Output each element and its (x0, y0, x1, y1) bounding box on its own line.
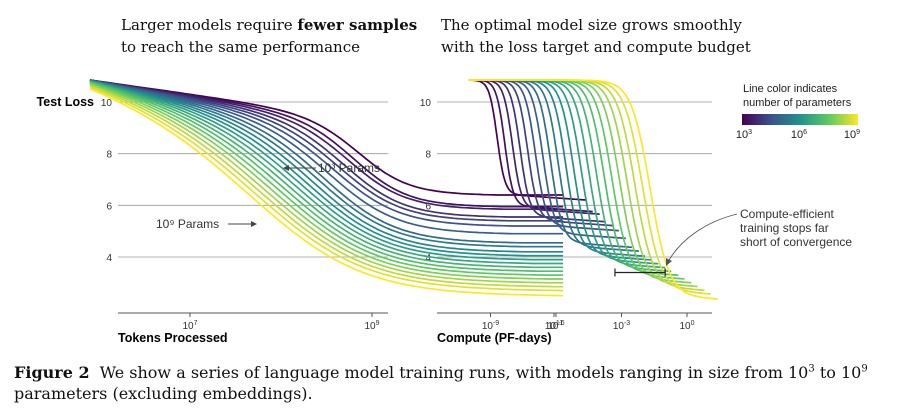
right-series-line (468, 79, 718, 300)
right-title-line2: with the loss target and compute budget (441, 38, 751, 56)
annotation-compute-efficient-arrow (667, 213, 738, 263)
annotation-1e9-params: 10⁹ Params (156, 217, 219, 231)
colorbar-tick-label: 109 (844, 129, 860, 141)
left-xtick-label: 107 (182, 320, 197, 332)
figure-caption: Figure 2 We show a series of language mod… (14, 362, 889, 404)
left-series-line (89, 87, 564, 297)
left-series-line (89, 81, 564, 273)
left-panel-title: Larger models require fewer samples to r… (121, 14, 417, 58)
annotation-1e3-params: 10³ Params (318, 161, 380, 175)
left-title-bold: fewer samples (297, 16, 418, 34)
left-series-line (89, 86, 564, 292)
right-ytick-label: 8 (425, 150, 431, 161)
annotation-1e3-arrowhead (283, 165, 289, 171)
right-xtick-label: 10-3 (613, 320, 630, 332)
right-title-line1: The optimal model size grows smoothly (441, 16, 742, 34)
left-series-line (89, 79, 564, 248)
annotation-compute-efficient: short of convergence (740, 235, 852, 249)
caption-text-pre: We show a series of language model train… (99, 363, 809, 382)
annotation-compute-efficient: training stops far (740, 221, 829, 235)
left-xlabel: Tokens Processed (118, 331, 228, 345)
right-xlabel: Compute (PF-days) (437, 331, 552, 345)
annotation-compute-efficient-arrowhead (666, 258, 672, 266)
right-series-line (468, 79, 692, 284)
left-ytick-label: 6 (106, 201, 112, 212)
left-ylabel: Test Loss (37, 95, 94, 109)
left-xtick-label: 1011 (545, 320, 563, 332)
left-series-line (89, 79, 564, 235)
caption-text-mid: to 10 (814, 363, 862, 382)
left-series-line (89, 80, 564, 261)
left-series-line (89, 80, 564, 269)
right-ytick-label: 6 (425, 201, 431, 212)
left-series-line (89, 79, 564, 244)
legend-title-line: number of parameters (743, 97, 852, 109)
caption-label: Figure 2 (14, 363, 90, 382)
colorbar-tick-label: 106 (791, 129, 807, 141)
right-xtick-label: 100 (679, 320, 694, 332)
left-series-line (89, 85, 564, 288)
left-series-line (89, 79, 564, 257)
left-series-line (89, 79, 564, 253)
colorbar (742, 114, 858, 125)
left-xtick-label: 109 (364, 320, 379, 332)
right-xtick-label: 10-9 (482, 320, 499, 332)
left-series-line (89, 82, 564, 276)
left-series-line (89, 79, 564, 222)
left-series-line (89, 79, 564, 227)
legend-title-line: Line color indicates (743, 83, 838, 95)
right-ytick-label: 4 (425, 253, 431, 264)
colorbar-tick-label: 103 (736, 129, 752, 141)
left-series-line (89, 80, 564, 265)
left-ytick-label: 8 (106, 150, 112, 161)
left-series-line (89, 84, 564, 284)
left-ytick-label: 4 (106, 253, 112, 264)
right-panel-title: The optimal model size grows smoothly wi… (441, 14, 751, 58)
right-ytick-label: 10 (420, 98, 432, 109)
left-title-line1: Larger models require (121, 16, 298, 34)
left-ytick-label: 10 (101, 98, 113, 109)
right-series-line (468, 79, 633, 249)
annotation-1e9-arrowhead (251, 221, 257, 227)
left-series-line (89, 83, 564, 280)
caption-exp-low: 3 (808, 363, 815, 375)
right-xtick-label: 10-6 (547, 320, 564, 332)
caption-text-post: parameters (excluding embeddings). (14, 384, 313, 403)
caption-exp-high: 9 (861, 363, 868, 375)
left-title-line2: to reach the same performance (121, 38, 360, 56)
chart-canvas: 4 6 8 10 4 6 8 10 Test Loss 107 109 1011 10-9 10-6 10-… (37, 79, 860, 345)
annotation-compute-efficient: Compute-efficient (740, 207, 834, 221)
